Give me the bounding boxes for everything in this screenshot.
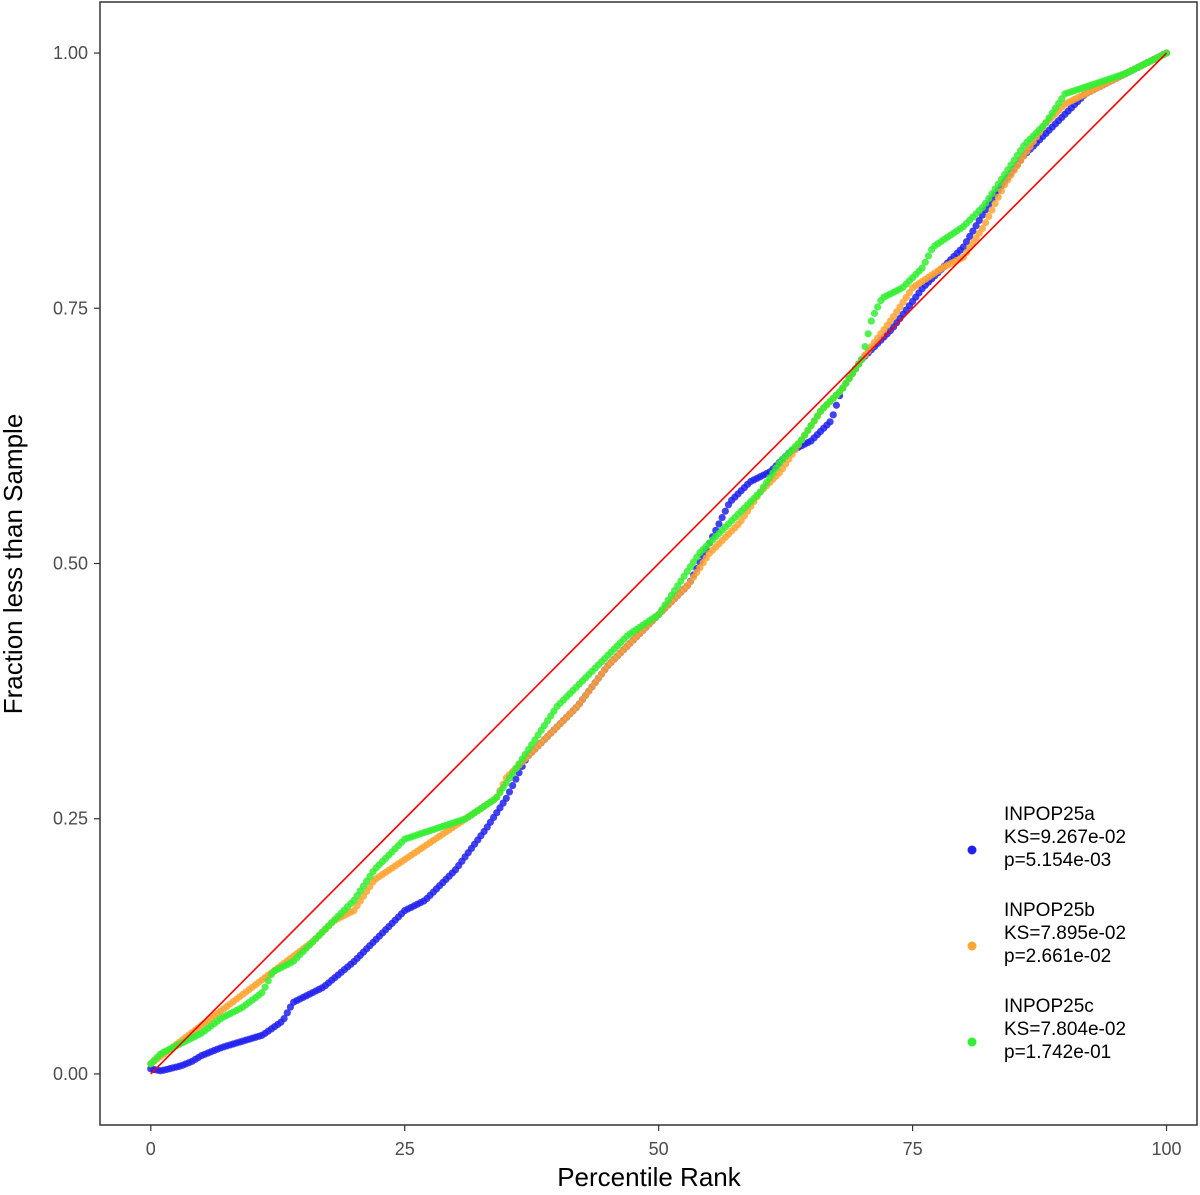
data-point bbox=[988, 206, 996, 214]
plot-panel-border bbox=[99, 1, 1198, 1126]
data-point bbox=[264, 977, 272, 985]
data-point bbox=[975, 216, 983, 225]
data-point bbox=[505, 788, 514, 796]
legend: INPOP25a KS=9.267e-02 p=5.154e-03INPOP25… bbox=[967, 804, 1126, 1063]
y-tick-label: 0.00 bbox=[53, 1064, 88, 1084]
data-point bbox=[258, 989, 266, 997]
y-axis-title: Fraction less than Sample bbox=[0, 414, 28, 715]
data-point bbox=[512, 775, 520, 783]
legend-key bbox=[967, 845, 977, 855]
legend-label: p=2.661e-02 bbox=[1004, 946, 1111, 967]
data-point bbox=[966, 232, 974, 240]
legend-item-INPOP25c: INPOP25c KS=7.804e-02 p=1.742e-01 bbox=[967, 996, 1126, 1063]
series-INPOP25c bbox=[147, 49, 1171, 1068]
legend-label: KS=9.267e-02 bbox=[1004, 827, 1126, 848]
legend-label: KS=7.804e-02 bbox=[1004, 1019, 1126, 1040]
y-tick-label: 1.00 bbox=[53, 43, 88, 63]
data-point bbox=[874, 303, 882, 311]
data-point bbox=[982, 219, 990, 227]
legend-label: INPOP25b bbox=[1004, 900, 1095, 921]
data-point bbox=[994, 193, 1002, 201]
data-point bbox=[991, 200, 999, 208]
data-point bbox=[283, 1009, 291, 1017]
y-tick-label: 0.25 bbox=[53, 809, 88, 829]
legend-key bbox=[967, 1037, 977, 1047]
data-point bbox=[867, 317, 875, 325]
data-point bbox=[978, 224, 987, 233]
legend-key bbox=[967, 941, 977, 951]
x-tick-label: 100 bbox=[1152, 1139, 1182, 1159]
data-point bbox=[715, 520, 723, 528]
y-tick-label: 0.50 bbox=[53, 554, 88, 574]
legend-label: KS=7.895e-02 bbox=[1004, 923, 1126, 944]
x-tick-label: 75 bbox=[903, 1139, 923, 1159]
x-tick-label: 25 bbox=[395, 1139, 415, 1159]
legend-label: INPOP25c bbox=[1004, 996, 1094, 1017]
reference-line bbox=[150, 52, 1168, 1075]
data-point bbox=[918, 264, 926, 272]
data-point bbox=[861, 342, 869, 351]
data-point bbox=[972, 222, 980, 230]
y-tick-label: 0.75 bbox=[53, 298, 88, 318]
data-point bbox=[959, 243, 967, 251]
y-axis: 0.00 0.25 0.50 0.75 1.00 bbox=[53, 43, 100, 1084]
data-point bbox=[280, 1014, 288, 1023]
x-tick-label: 50 bbox=[649, 1139, 669, 1159]
legend-item-INPOP25a: INPOP25a KS=9.267e-02 p=5.154e-03 bbox=[967, 804, 1126, 871]
data-point bbox=[721, 507, 729, 515]
data-points-layer bbox=[147, 49, 1171, 1075]
data-point bbox=[870, 309, 879, 317]
data-point bbox=[921, 258, 929, 266]
data-point bbox=[864, 330, 872, 338]
data-point bbox=[969, 227, 977, 235]
legend-label: p=5.154e-03 bbox=[1004, 850, 1111, 871]
data-point bbox=[962, 238, 971, 246]
data-point bbox=[502, 794, 510, 802]
data-point bbox=[826, 418, 834, 426]
x-axis: 0 25 50 75 100 bbox=[146, 1125, 1182, 1159]
legend-label: p=1.742e-01 bbox=[1004, 1042, 1111, 1063]
legend-label: INPOP25a bbox=[1004, 804, 1095, 825]
legend-item-INPOP25b: INPOP25b KS=7.895e-02 p=2.661e-02 bbox=[967, 900, 1126, 967]
data-point bbox=[997, 187, 1006, 195]
x-tick-label: 0 bbox=[146, 1139, 156, 1159]
x-axis-title: Percentile Rank bbox=[557, 1162, 742, 1192]
data-point bbox=[509, 781, 517, 790]
data-point bbox=[832, 401, 841, 409]
data-point bbox=[985, 212, 993, 220]
data-point bbox=[718, 513, 726, 522]
data-point bbox=[924, 252, 933, 260]
data-point bbox=[829, 411, 837, 419]
data-point bbox=[261, 983, 269, 991]
